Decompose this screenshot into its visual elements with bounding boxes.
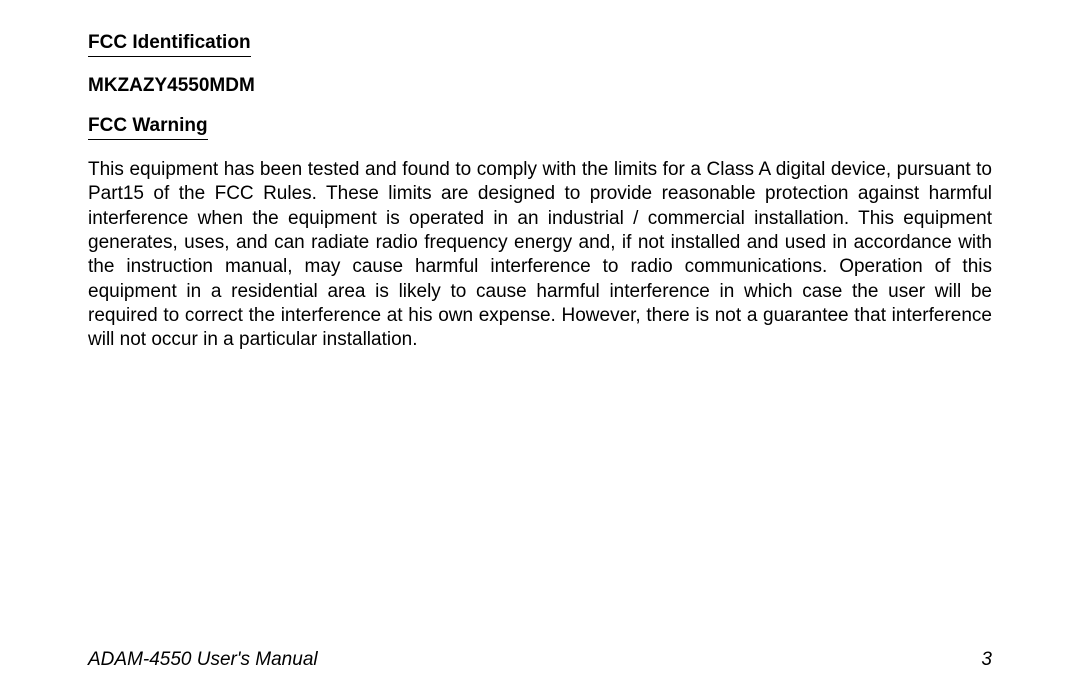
fcc-id-value: MKZAZY4550MDM bbox=[88, 75, 992, 97]
page-footer: ADAM-4550 User's Manual 3 bbox=[88, 649, 992, 671]
footer-manual-title: ADAM-4550 User's Manual bbox=[88, 649, 318, 671]
fcc-warning-heading: FCC Warning bbox=[88, 115, 208, 140]
fcc-warning-body: This equipment has been tested and found… bbox=[88, 158, 992, 353]
fcc-identification-heading: FCC Identification bbox=[88, 32, 251, 57]
footer-page-number: 3 bbox=[981, 649, 992, 671]
